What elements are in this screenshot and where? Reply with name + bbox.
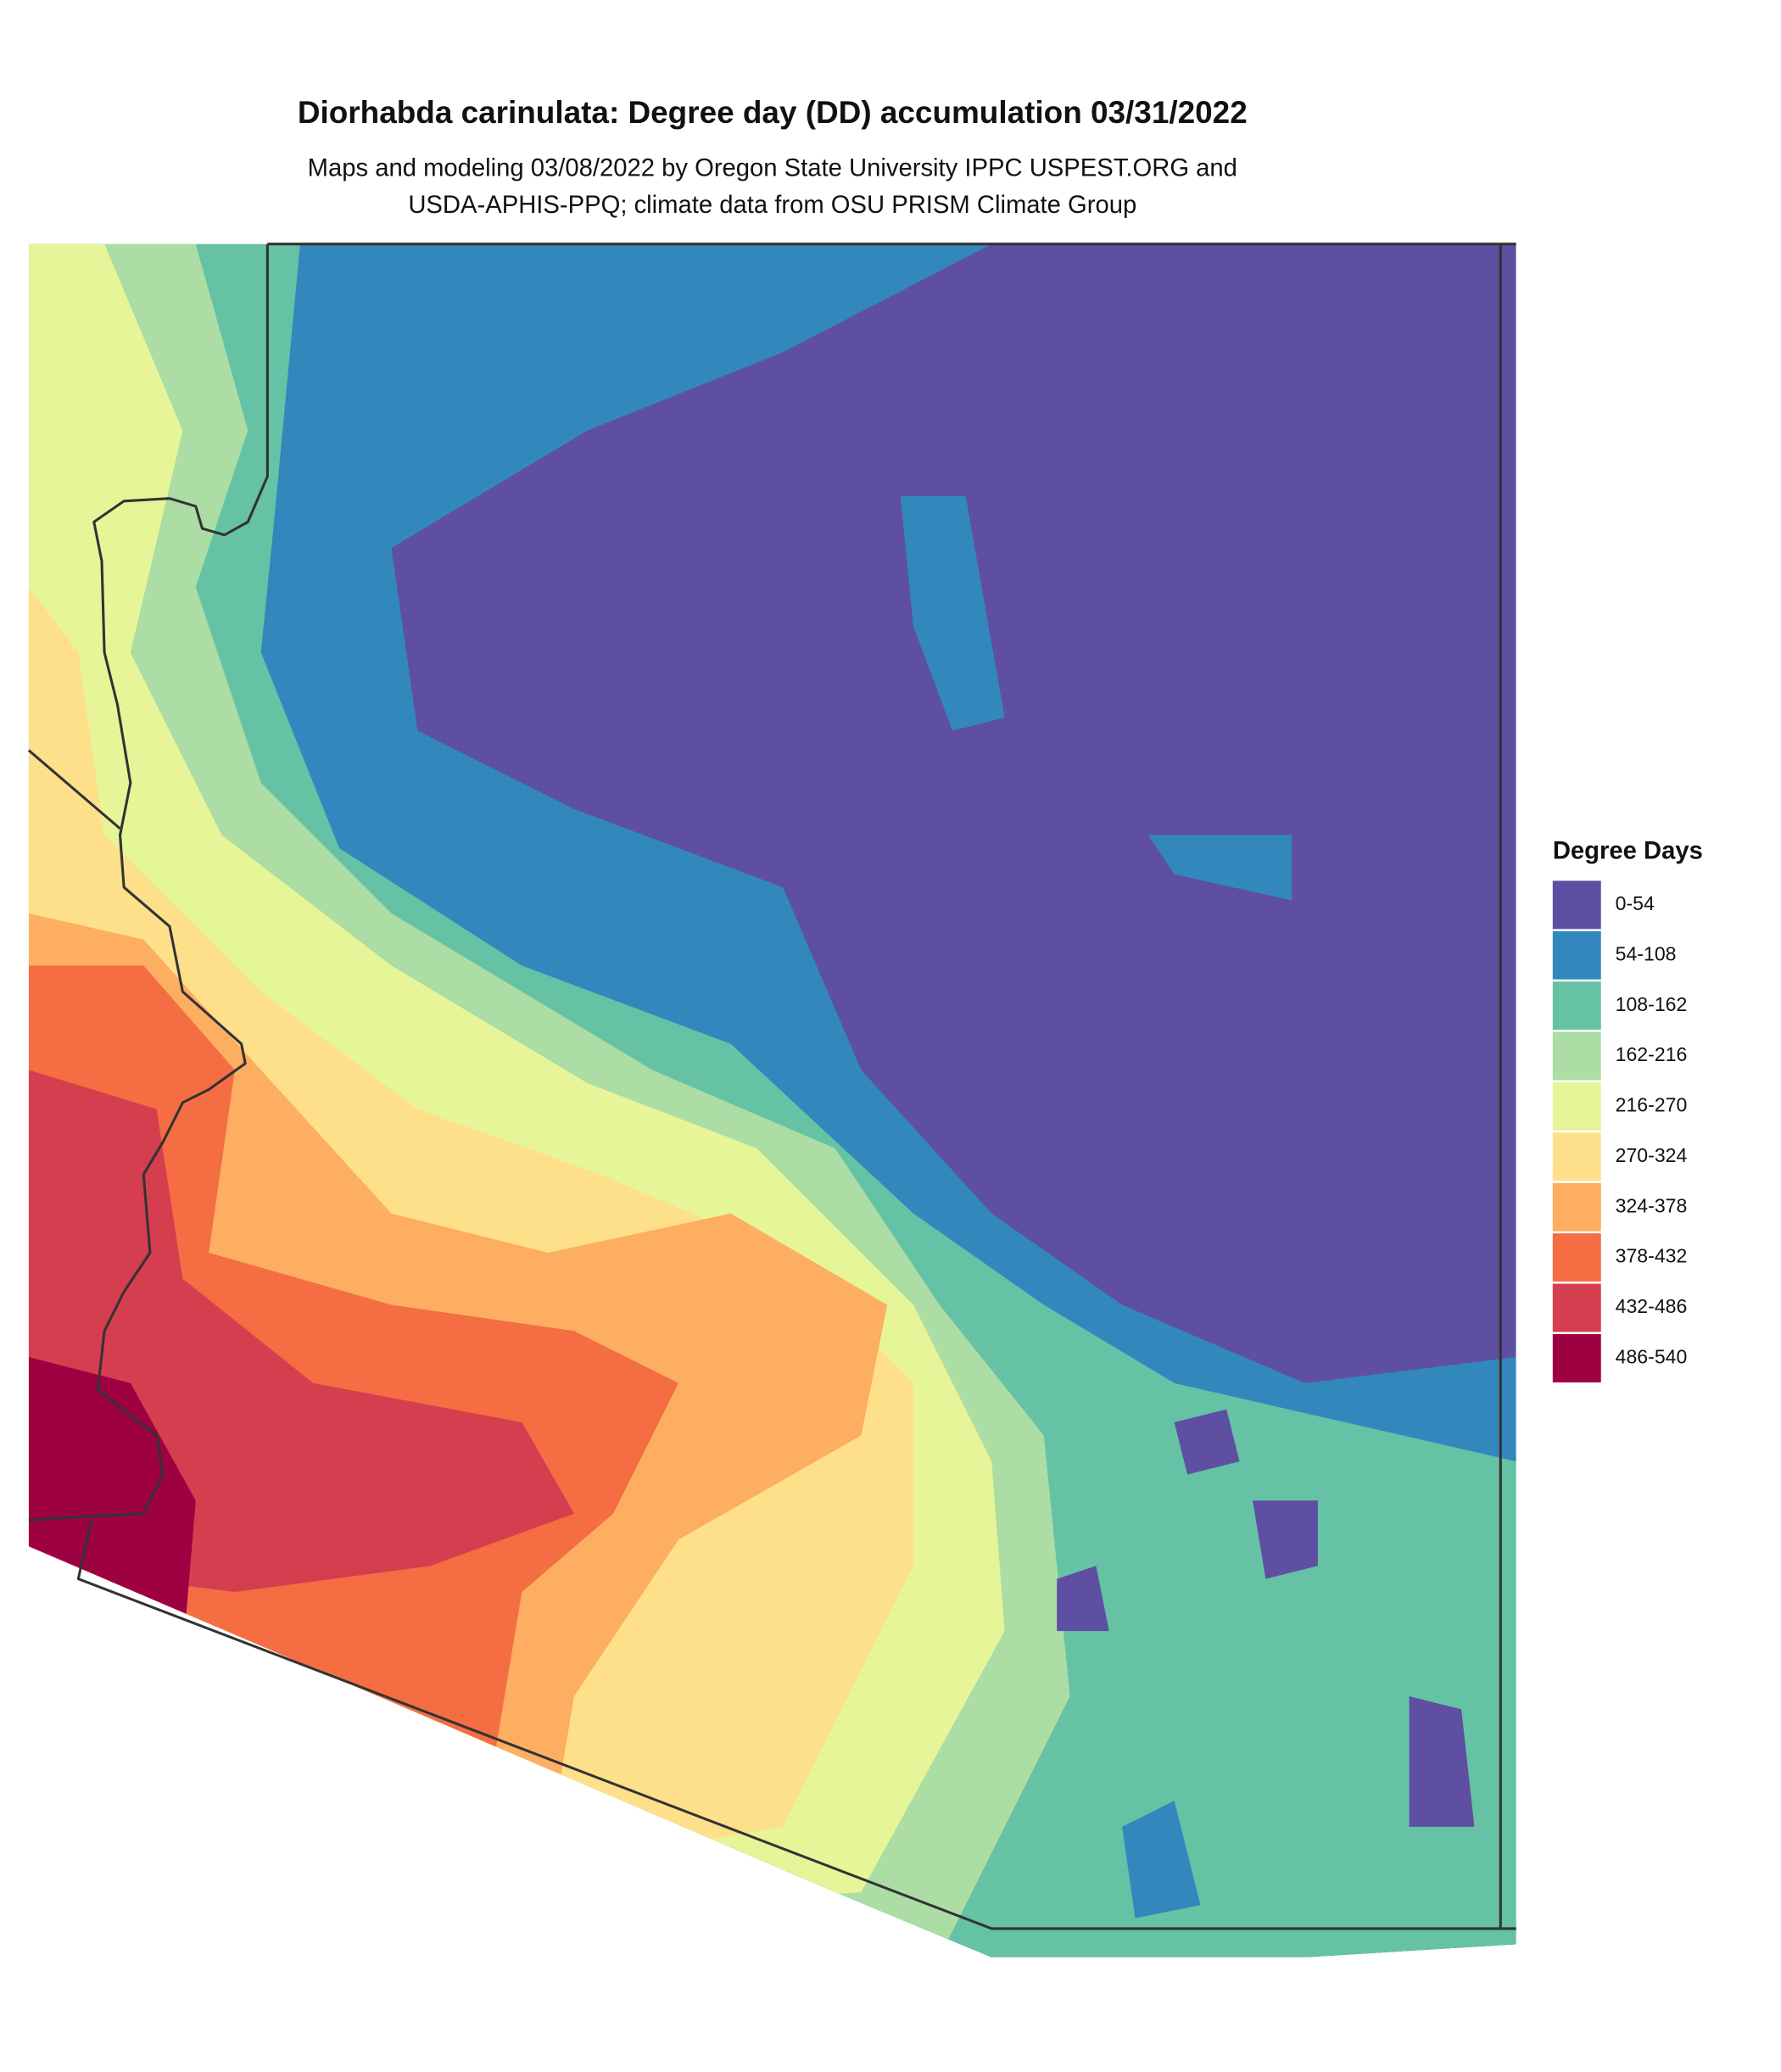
- legend-label: 216-270: [1616, 1094, 1688, 1116]
- subtitle-line: Maps and modeling 03/08/2022 by Oregon S…: [308, 155, 1237, 182]
- legend-title: Degree Days: [1553, 837, 1703, 864]
- legend-label: 432-486: [1616, 1295, 1688, 1317]
- legend-swatch: [1552, 880, 1601, 930]
- dd-zone: [1057, 1566, 1109, 1632]
- dd-zone: [1147, 835, 1292, 901]
- legend: 0-54 54-108 108-162 162-216 216-270 270-324 32…: [1552, 880, 1688, 1382]
- legend-swatch: [1552, 1233, 1601, 1282]
- legend-swatch: [1552, 981, 1601, 1030]
- legend-label: 54-108: [1616, 942, 1677, 964]
- legend-swatch: [1552, 1132, 1601, 1181]
- legend-label: 378-432: [1616, 1245, 1688, 1267]
- subtitle-line: USDA-APHIS-PPQ; climate data from OSU PR…: [408, 192, 1136, 219]
- legend-swatch: [1552, 1283, 1601, 1332]
- state-border: [76, 243, 1516, 1930]
- legend-label: 0-54: [1616, 892, 1655, 914]
- legend-swatch: [1552, 1082, 1601, 1131]
- legend-label: 108-162: [1616, 993, 1688, 1015]
- legend-label: 486-540: [1616, 1346, 1688, 1368]
- borders: [27, 243, 1516, 1930]
- legend-label: 324-378: [1616, 1194, 1688, 1216]
- legend-label: 162-216: [1616, 1043, 1688, 1065]
- dd-zone: [1174, 1409, 1240, 1475]
- legend-swatch: [1552, 930, 1601, 980]
- degree-day-raster: [28, 243, 1516, 1958]
- dd-zone: [1122, 1801, 1201, 1918]
- legend-swatch: [1552, 1031, 1601, 1081]
- state-border: [27, 749, 121, 830]
- dd-zone: [900, 495, 1005, 731]
- dd-zone: [1409, 1696, 1475, 1827]
- legend-swatch: [1552, 1182, 1601, 1231]
- state-border: [28, 243, 269, 1522]
- legend-label: 270-324: [1616, 1144, 1688, 1166]
- map-title: Diorhabda carinulata: Degree day (DD) ac…: [298, 95, 1248, 130]
- dd-zone: [1252, 1500, 1318, 1579]
- legend-swatch: [1552, 1333, 1601, 1382]
